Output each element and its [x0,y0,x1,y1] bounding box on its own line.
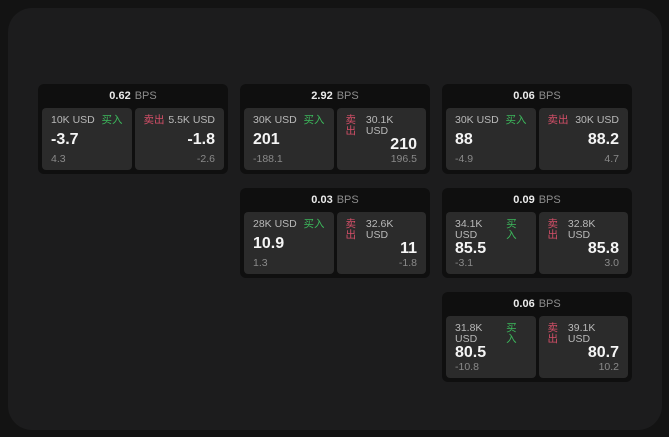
quote-card: 0.06 BPS 31.8K USD 买入 80.5 -10.8 卖出 39.1… [442,292,632,382]
sell-side-label: 卖出 [345,114,357,137]
buy-panel[interactable]: 31.8K USD 买入 80.5 -10.8 [446,316,536,378]
quote-card: 0.62 BPS 10K USD 买入 -3.7 4.3 卖出 5.5K USD… [38,84,228,174]
spread-value: 0.06 [513,90,535,102]
sell-side-label: 卖出 [547,322,559,345]
buy-amount: 34.1K USD [455,218,483,241]
buy-amount: 30K USD [253,114,297,126]
quote-panels: 31.8K USD 买入 80.5 -10.8 卖出 39.1K USD 80.… [442,316,632,382]
sell-panel[interactable]: 卖出 39.1K USD 80.7 10.2 [538,316,628,378]
sell-sub-value: 3.0 [604,256,619,269]
buy-price: 88 [455,130,473,148]
sell-side-label: 卖出 [345,218,357,241]
quote-card-grid: 0.62 BPS 10K USD 买入 -3.7 4.3 卖出 5.5K USD… [38,84,632,382]
sell-side-label: 卖出 [547,218,559,241]
sell-sub-value: -1.8 [398,256,417,269]
bps-unit-label: BPS [538,194,561,206]
buy-side-label: 买入 [505,114,527,126]
buy-side-label: 买入 [506,218,517,241]
buy-price: 80.5 [455,343,487,361]
buy-price: 201 [253,130,280,148]
quote-panels: 30K USD 买入 88 -4.9 卖出 30K USD 88.2 4.7 [442,108,632,174]
buy-sub-value: -4.9 [455,152,474,165]
sell-panel[interactable]: 卖出 30K USD 88.2 4.7 [538,108,628,170]
sell-sub-value: 4.7 [604,152,619,165]
buy-price: -3.7 [51,130,79,148]
buy-side-label: 买入 [303,218,325,230]
card-header-spread: 0.06 BPS [442,84,632,108]
buy-sub-value: -10.8 [455,360,479,373]
buy-amount: 31.8K USD [455,322,483,345]
spread-value: 0.62 [109,90,131,102]
sell-price: 88.2 [587,130,619,148]
sell-price: -1.8 [187,130,215,148]
buy-price: 10.9 [253,234,285,252]
sell-amount: 30.1K USD [365,114,394,137]
sell-sub-value: 196.5 [390,152,417,165]
card-header-spread: 0.03 BPS [240,188,430,212]
card-header-spread: 0.62 BPS [38,84,228,108]
quote-panels: 30K USD 买入 201 -188.1 卖出 30.1K USD 210 1… [240,108,430,174]
buy-side-label: 买入 [101,114,123,126]
quote-card: 0.09 BPS 34.1K USD 买入 85.5 -3.1 卖出 32.8K… [442,188,632,278]
bps-unit-label: BPS [538,90,561,102]
quote-panels: 28K USD 买入 10.9 1.3 卖出 32.6K USD 11 -1.8 [240,212,430,278]
spread-value: 0.03 [311,194,333,206]
buy-sub-value: -3.1 [455,256,474,269]
app-window: 0.62 BPS 10K USD 买入 -3.7 4.3 卖出 5.5K USD… [8,8,662,430]
buy-sub-value: 1.3 [253,256,268,269]
bps-unit-label: BPS [336,90,359,102]
sell-amount: 32.6K USD [365,218,394,241]
sell-amount: 30K USD [575,114,619,126]
sell-amount: 39.1K USD [567,322,596,345]
buy-panel[interactable]: 10K USD 买入 -3.7 4.3 [42,108,132,170]
bps-unit-label: BPS [134,90,157,102]
quote-panels: 10K USD 买入 -3.7 4.3 卖出 5.5K USD -1.8 -2.… [38,108,228,174]
spread-value: 0.06 [513,298,535,310]
sell-panel[interactable]: 卖出 30.1K USD 210 196.5 [336,108,426,170]
quote-panels: 34.1K USD 买入 85.5 -3.1 卖出 32.8K USD 85.8… [442,212,632,278]
sell-panel[interactable]: 卖出 32.8K USD 85.8 3.0 [538,212,628,274]
buy-amount: 28K USD [253,218,297,230]
sell-price: 80.7 [587,343,619,361]
buy-sub-value: 4.3 [51,152,66,165]
sell-amount: 32.8K USD [567,218,596,241]
sell-panel[interactable]: 卖出 32.6K USD 11 -1.8 [336,212,426,274]
buy-price: 85.5 [455,239,487,257]
spread-value: 2.92 [311,90,333,102]
card-header-spread: 0.09 BPS [442,188,632,212]
card-header-spread: 2.92 BPS [240,84,430,108]
buy-panel[interactable]: 34.1K USD 买入 85.5 -3.1 [446,212,536,274]
sell-price: 85.8 [587,239,619,257]
bps-unit-label: BPS [538,298,561,310]
sell-price: 210 [390,135,417,153]
buy-side-label: 买入 [303,114,325,126]
buy-panel[interactable]: 30K USD 买入 201 -188.1 [244,108,334,170]
buy-amount: 30K USD [455,114,499,126]
buy-sub-value: -188.1 [253,152,283,165]
sell-side-label: 卖出 [143,114,165,126]
quote-card: 2.92 BPS 30K USD 买入 201 -188.1 卖出 30.1K … [240,84,430,174]
bps-unit-label: BPS [336,194,359,206]
quote-card: 0.06 BPS 30K USD 买入 88 -4.9 卖出 30K USD 8… [442,84,632,174]
sell-amount: 5.5K USD [168,114,215,126]
spread-value: 0.09 [513,194,535,206]
sell-sub-value: 10.2 [598,360,619,373]
buy-side-label: 买入 [506,322,517,345]
quote-card: 0.03 BPS 28K USD 买入 10.9 1.3 卖出 32.6K US… [240,188,430,278]
buy-amount: 10K USD [51,114,95,126]
buy-panel[interactable]: 30K USD 买入 88 -4.9 [446,108,536,170]
sell-price: 11 [400,239,417,257]
sell-panel[interactable]: 卖出 5.5K USD -1.8 -2.6 [134,108,224,170]
buy-panel[interactable]: 28K USD 买入 10.9 1.3 [244,212,334,274]
sell-sub-value: -2.6 [196,152,215,165]
sell-side-label: 卖出 [547,114,569,126]
card-header-spread: 0.06 BPS [442,292,632,316]
